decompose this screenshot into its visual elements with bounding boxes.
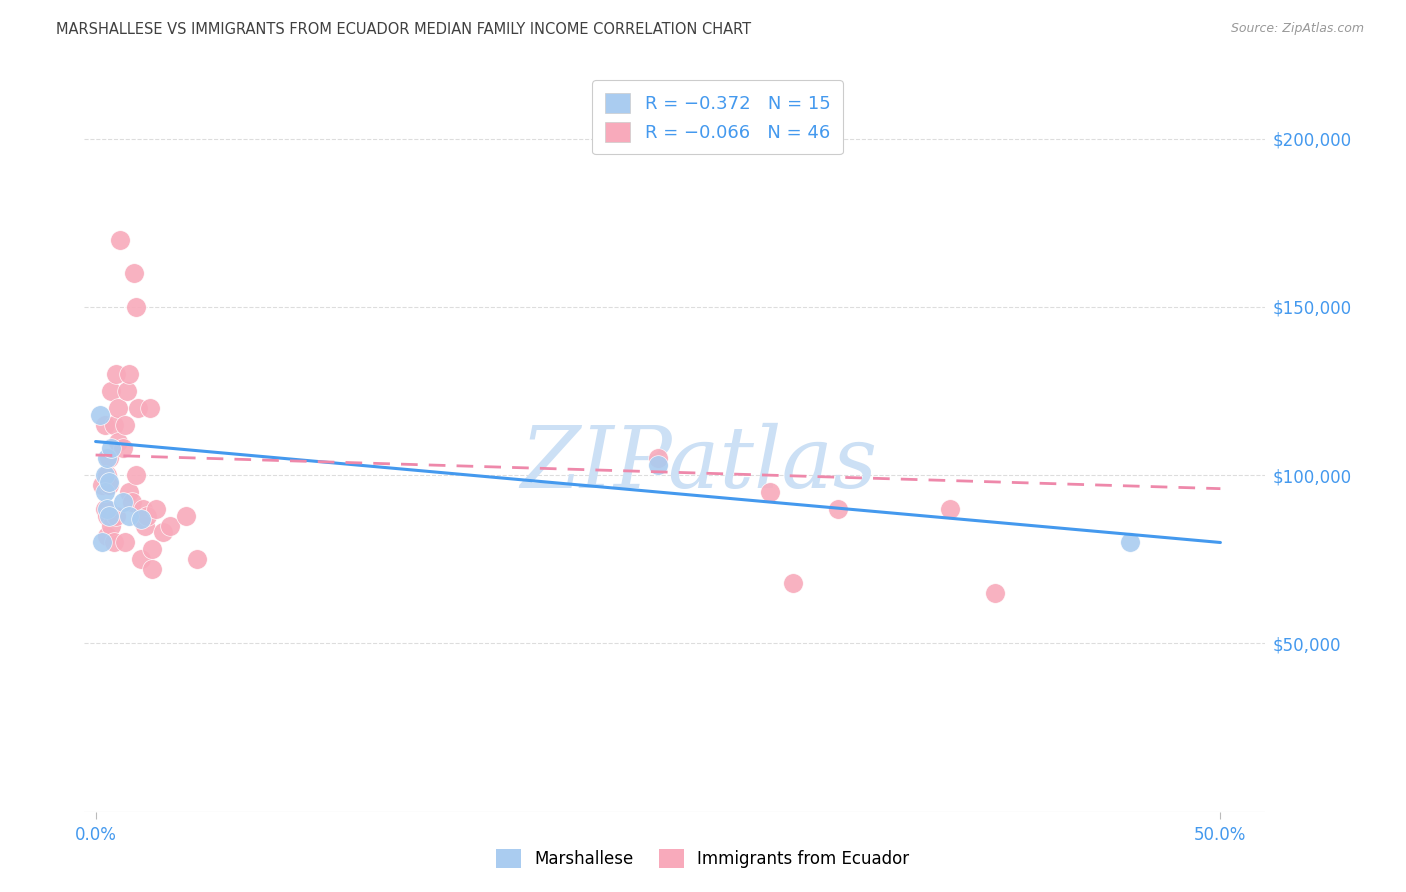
Point (1119, 535, 1142, 549)
Point (110, 233, 132, 247)
Point (96, 451, 118, 466)
Point (114, 417, 136, 432)
Point (107, 434, 129, 449)
Point (96, 468, 118, 483)
Point (827, 501, 849, 516)
Point (103, 535, 125, 549)
Point (647, 458, 669, 472)
Point (118, 368, 141, 382)
Point (93, 417, 115, 432)
Point (127, 401, 149, 415)
Point (91, 535, 114, 549)
Point (782, 575, 804, 590)
Point (939, 501, 962, 516)
Point (118, 508, 141, 523)
Point (93, 485, 115, 500)
Point (91, 478, 114, 492)
Point (141, 542, 163, 557)
Point (984, 586, 1007, 600)
Point (111, 442, 134, 456)
Point (104, 508, 127, 523)
Point (647, 451, 669, 466)
Point (121, 495, 143, 509)
Point (115, 384, 138, 398)
Point (89, 408, 111, 422)
Point (118, 485, 141, 500)
Point (93, 501, 115, 516)
Text: Source: ZipAtlas.com: Source: ZipAtlas.com (1230, 22, 1364, 36)
Point (141, 562, 163, 576)
Point (152, 525, 174, 540)
Point (100, 518, 122, 533)
Point (129, 512, 152, 526)
Point (132, 501, 155, 516)
Legend: Marshallese, Immigrants from Ecuador: Marshallese, Immigrants from Ecuador (489, 843, 917, 875)
Point (114, 535, 136, 549)
Point (145, 501, 167, 516)
Point (129, 552, 152, 566)
Point (93, 468, 115, 483)
Text: ZIPatlas: ZIPatlas (520, 423, 877, 505)
Point (98, 478, 121, 492)
Point (98, 508, 121, 523)
Point (138, 401, 160, 415)
Point (159, 518, 181, 533)
Point (125, 300, 148, 314)
Point (134, 518, 156, 533)
Point (98, 451, 121, 466)
Point (136, 508, 159, 523)
Point (107, 401, 129, 415)
Point (186, 552, 208, 566)
Legend: R = −0.372   N = 15, R = −0.066   N = 46: R = −0.372 N = 15, R = −0.066 N = 46 (592, 80, 844, 154)
Point (174, 508, 197, 523)
Point (100, 442, 122, 456)
Point (96, 501, 118, 516)
Text: MARSHALLESE VS IMMIGRANTS FROM ECUADOR MEDIAN FAMILY INCOME CORRELATION CHART: MARSHALLESE VS IMMIGRANTS FROM ECUADOR M… (56, 22, 751, 37)
Point (125, 468, 148, 483)
Point (98, 475, 121, 489)
Point (759, 485, 782, 500)
Point (122, 266, 145, 280)
Point (103, 417, 125, 432)
Point (96, 508, 118, 523)
Point (104, 368, 127, 382)
Point (96, 529, 118, 543)
Point (100, 384, 122, 398)
Point (111, 495, 134, 509)
